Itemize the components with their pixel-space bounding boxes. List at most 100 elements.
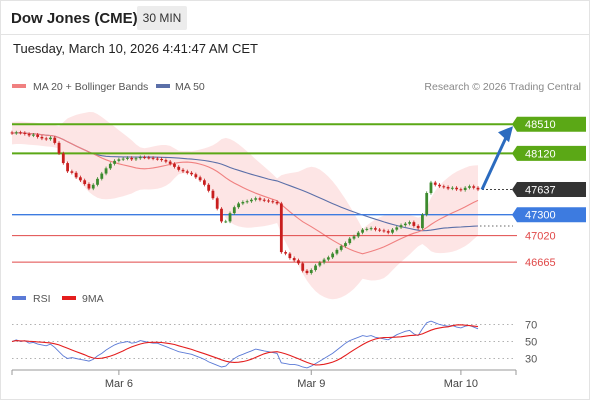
ma20-legend-swatch bbox=[12, 84, 26, 88]
x-axis-tick-label: Mar 6 bbox=[105, 378, 133, 390]
candle-body bbox=[391, 229, 394, 233]
candle-body bbox=[44, 138, 48, 140]
candle-body bbox=[83, 180, 87, 185]
candle-body bbox=[318, 262, 322, 266]
candle-body bbox=[425, 193, 429, 215]
candle-body bbox=[438, 184, 441, 187]
candle-body bbox=[344, 243, 347, 247]
candle-body bbox=[339, 246, 343, 250]
ma9-legend-label: 9MA bbox=[82, 293, 104, 305]
candle-body bbox=[49, 137, 52, 140]
last-price-tag bbox=[512, 181, 586, 197]
last-price-label: 47637 bbox=[525, 184, 556, 196]
candle-body bbox=[408, 222, 411, 224]
support-level-label: 47020 bbox=[525, 231, 556, 243]
candle-body bbox=[271, 201, 275, 203]
interval-badge[interactable]: 30 MIN bbox=[137, 6, 187, 30]
candle-body bbox=[224, 221, 228, 223]
rsi-legend-swatch bbox=[12, 296, 26, 300]
projection-arrow-shaft bbox=[480, 132, 510, 191]
candle-body bbox=[309, 270, 313, 274]
candle-body bbox=[113, 160, 117, 164]
candle-body bbox=[190, 172, 193, 175]
timestamp: Tuesday, March 10, 2026 4:41:47 AM CET bbox=[13, 41, 258, 56]
candle-body bbox=[237, 203, 240, 208]
candle-body bbox=[160, 158, 164, 161]
candle-body bbox=[288, 253, 292, 259]
candle-body bbox=[369, 228, 373, 230]
target-level-label: 48510 bbox=[525, 119, 556, 131]
candle-body bbox=[117, 159, 121, 161]
candle-body bbox=[245, 201, 249, 203]
candle-body bbox=[361, 229, 364, 233]
candle-body bbox=[232, 207, 236, 214]
candle-body bbox=[314, 265, 317, 271]
candle-body bbox=[155, 158, 159, 160]
header-bar bbox=[0, 0, 590, 35]
candle-body bbox=[14, 132, 18, 134]
candle-body bbox=[57, 142, 61, 154]
candle-body bbox=[194, 174, 198, 178]
candle-body bbox=[395, 227, 399, 230]
rsi-tick-label: 70 bbox=[525, 320, 537, 332]
candle-body bbox=[173, 163, 176, 167]
pivot-level-label: 47300 bbox=[525, 210, 556, 222]
candle-body bbox=[164, 160, 168, 162]
target-level-tag bbox=[512, 145, 586, 161]
candle-body bbox=[450, 187, 454, 189]
ma20-line bbox=[11, 132, 479, 255]
ma9-legend-swatch bbox=[62, 296, 76, 300]
candle-body bbox=[211, 190, 215, 199]
candle-body bbox=[463, 187, 467, 191]
candle-body bbox=[91, 184, 95, 189]
candle-body bbox=[403, 223, 407, 226]
candle-body bbox=[322, 259, 326, 263]
candle-body bbox=[412, 222, 416, 226]
candle-body bbox=[429, 182, 433, 194]
candle-body bbox=[373, 228, 377, 230]
target-level-label: 48120 bbox=[525, 148, 556, 160]
candle-body bbox=[215, 198, 219, 209]
candle-body bbox=[382, 230, 386, 232]
candle-body bbox=[331, 253, 335, 258]
candle-body bbox=[250, 199, 253, 202]
rsi-tick-label: 30 bbox=[525, 354, 537, 366]
candle-body bbox=[442, 186, 446, 188]
candle-body bbox=[258, 198, 262, 200]
candle-body bbox=[74, 172, 78, 178]
candle-body bbox=[421, 214, 424, 229]
support-level-label: 46665 bbox=[525, 257, 556, 269]
pivot-level-tag bbox=[512, 207, 586, 223]
candle-body bbox=[10, 132, 14, 134]
rsi-line bbox=[11, 320, 479, 369]
candle-body bbox=[177, 166, 181, 170]
candle-body bbox=[326, 257, 330, 260]
candle-body bbox=[228, 213, 232, 222]
candle-body bbox=[31, 134, 35, 136]
ma20-legend-label: MA 20 + Bollinger Bands bbox=[33, 81, 148, 93]
candle-body bbox=[104, 168, 108, 174]
candle-body bbox=[202, 180, 206, 185]
instrument-title: Dow Jones (CME) bbox=[11, 10, 138, 27]
candle-body bbox=[335, 249, 339, 254]
candle-body bbox=[297, 260, 300, 264]
bollinger-band bbox=[12, 112, 478, 300]
rsi-ma-line bbox=[11, 324, 479, 366]
candle-body bbox=[138, 157, 142, 159]
candle-body bbox=[27, 133, 31, 136]
candle-body bbox=[40, 136, 44, 139]
candle-body bbox=[279, 203, 283, 253]
candle-body bbox=[134, 158, 138, 160]
candle-body bbox=[23, 132, 27, 134]
candle-body bbox=[446, 187, 450, 189]
candle-body bbox=[356, 232, 360, 237]
target-level-tag bbox=[512, 116, 586, 132]
candle-body bbox=[476, 187, 480, 190]
candle-body bbox=[130, 157, 134, 160]
x-axis-tick-label: Mar 9 bbox=[297, 378, 325, 390]
ma50-legend-swatch bbox=[156, 84, 170, 88]
rsi-legend-label: RSI bbox=[33, 293, 51, 305]
candle-body bbox=[108, 163, 112, 169]
candle-body bbox=[378, 229, 382, 231]
projection-arrow-head bbox=[498, 126, 513, 143]
